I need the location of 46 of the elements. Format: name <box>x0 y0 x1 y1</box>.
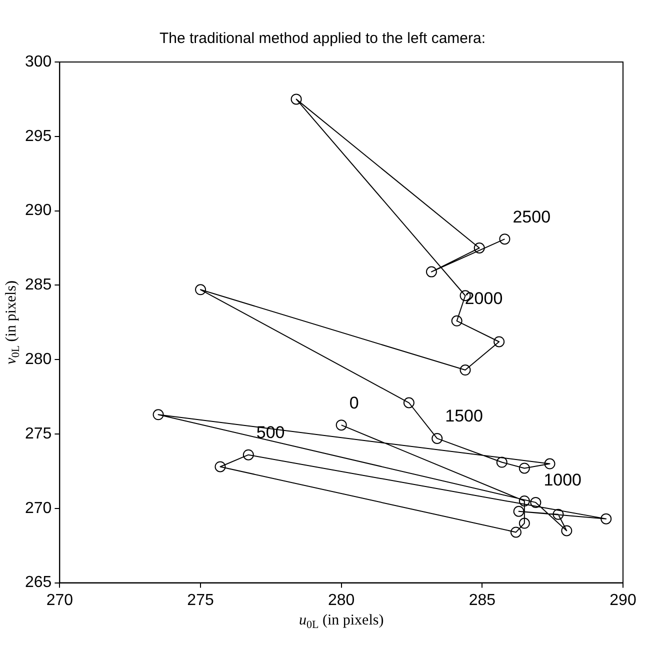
point <box>518 518 530 529</box>
point <box>518 495 530 506</box>
point <box>552 508 564 520</box>
point <box>195 284 206 296</box>
y-tick-label: 265 <box>24 574 52 592</box>
point <box>513 506 524 517</box>
point <box>530 496 542 508</box>
point <box>290 94 302 105</box>
point <box>499 234 510 245</box>
point <box>214 461 226 472</box>
point <box>451 315 462 326</box>
point <box>426 266 437 278</box>
point <box>460 364 471 376</box>
x-tick-label: 270 <box>46 592 74 609</box>
annotation: 2500 <box>512 207 551 226</box>
chart-title: The traditional method applied to the left camera: <box>159 30 486 48</box>
x-tick-label: 285 <box>468 592 496 609</box>
x-tick-label: 280 <box>328 592 355 609</box>
annotation: 1000 <box>544 470 582 490</box>
y-axis-title: v0L (in pixels) <box>4 280 22 364</box>
annotation: 500 <box>256 423 285 442</box>
annotation: 1500 <box>445 406 483 426</box>
point <box>242 449 254 460</box>
point <box>561 525 572 536</box>
point <box>600 513 612 524</box>
point <box>494 336 505 348</box>
y-tick-label: 285 <box>24 276 52 294</box>
y-tick-label: 275 <box>24 425 52 442</box>
annotation: 2000 <box>464 289 503 308</box>
point <box>544 458 556 470</box>
point <box>496 456 508 468</box>
y-tick-label: 290 <box>24 202 52 220</box>
point <box>518 462 530 474</box>
point <box>336 420 347 431</box>
point <box>474 242 485 254</box>
x-tick-label: 290 <box>610 592 636 609</box>
y-tick-label: 270 <box>24 500 52 517</box>
y-tick-label: 295 <box>24 128 52 145</box>
annotation: 0 <box>349 393 359 412</box>
point <box>432 432 443 444</box>
x-tick-label: 275 <box>187 592 214 609</box>
y-tick-label: 280 <box>24 351 52 368</box>
point <box>510 526 522 538</box>
point <box>152 409 164 420</box>
point <box>403 397 414 408</box>
y-tick-label: 300 <box>24 53 52 70</box>
